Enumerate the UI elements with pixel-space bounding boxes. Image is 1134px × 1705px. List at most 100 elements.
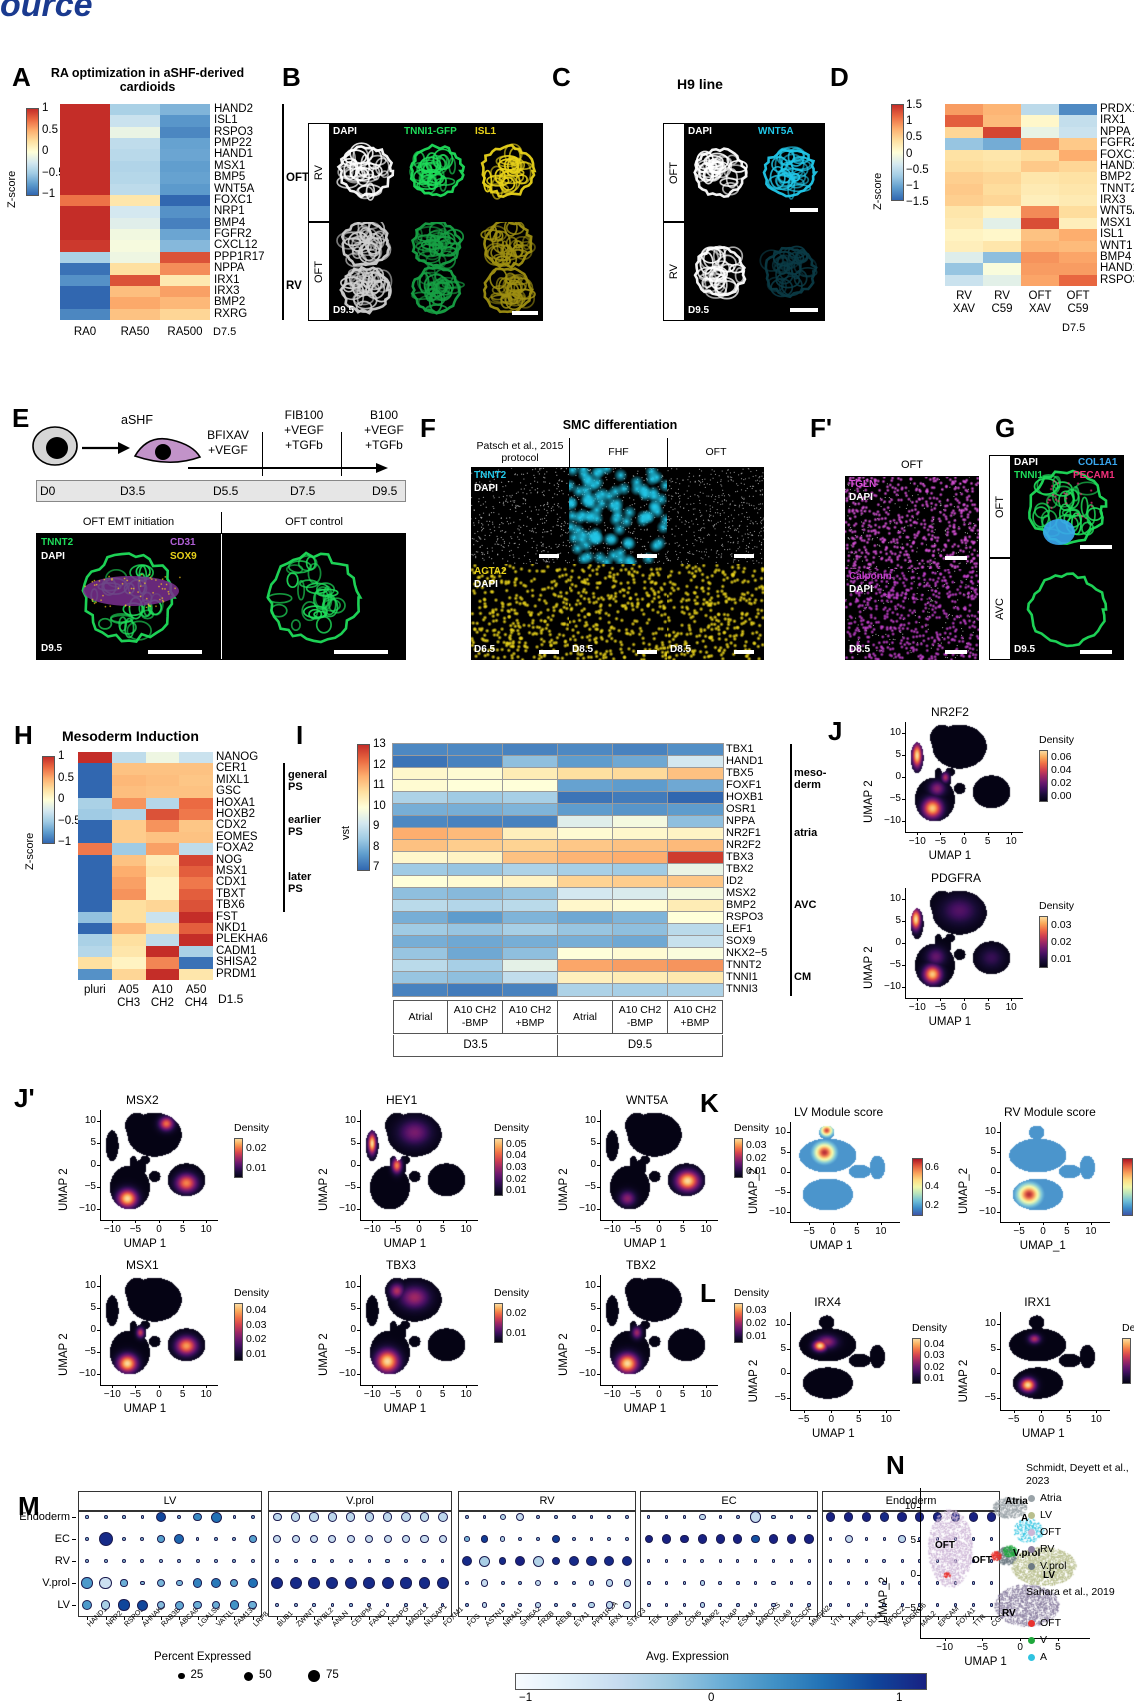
panel-letter-c: C [552,62,571,92]
umap-y-axis-label: UMAP 2 [958,1359,970,1403]
heatmap-cell [1059,149,1097,161]
umap-y-axis-label: UMAP 2 [863,946,875,990]
panel-f-image [667,564,764,660]
heatmap-cell [557,899,614,913]
heatmap-cell [557,827,614,841]
panel-m-dot [697,1534,707,1544]
panel-h-column-line: A50 [185,984,207,996]
heatmap-cell [1059,183,1097,195]
umap-x-tick-label: −10 [363,1389,381,1400]
panel-a-group-brace [282,251,284,320]
umap-x-tick [442,1385,444,1388]
heatmap-cell [612,827,669,841]
umap-legend-title: Density [912,1322,948,1334]
panel-m-dot [847,1581,851,1585]
panel-e-divider-1 [262,432,263,476]
heatmap-cell [945,183,983,195]
heatmap-cell [110,297,160,309]
heatmap-cell [145,900,180,912]
heatmap-cell [145,957,180,969]
panel-m-dot [308,1577,320,1589]
umap-y-tick [97,1308,100,1309]
heatmap-cell [78,774,112,787]
organoid-image [693,245,747,300]
heatmap-cell [667,899,724,913]
panel-d-column-label: RV C59 [983,290,1021,316]
umap-y-tick-label: −10 [339,1368,356,1379]
panel-g-image-avc [1011,558,1124,660]
umap-y-tick [597,1374,600,1375]
panel-m-dot [232,1559,237,1563]
heatmap-cell [145,786,180,798]
umap-y-axis [790,1312,791,1410]
panel-m-dot [328,1535,337,1543]
umap-x-tick [880,1222,882,1225]
heatmap-cell [1059,229,1097,241]
panel-d-column-line: XAV [952,303,976,316]
panel-m-dot [348,1559,353,1563]
heatmap-cell [110,229,160,241]
heatmap-cell [612,935,669,949]
panel-i-column-line: +BMP [515,1017,545,1029]
heatmap-cell [160,115,210,127]
panel-m-gene-tick [720,1617,722,1620]
umap-x-axis-label: UMAP 1 [123,1403,167,1415]
panel-h-gene-label: NANOG [216,751,259,763]
organoid-image [480,143,537,200]
panel-m-gene-tick [332,1617,334,1620]
panel-d-colorbar-tick: −0.5 [906,163,929,176]
umap-y-tick [902,733,905,734]
umap-y-tick [787,1172,790,1173]
umap-y-tick-label: −10 [79,1368,96,1379]
umap-score-legend-tick: 0.2 [925,1200,939,1212]
panel-m-group-frame [78,1511,262,1617]
panel-m-gene-tick [314,1617,315,1620]
umap-legend-tick: 0.01 [746,1330,767,1343]
panel-m-dot [85,1536,90,1542]
umap-y-tick-label: 0 [780,1166,786,1177]
panel-m-dot [771,1559,776,1563]
umap-y-tick [97,1330,100,1331]
panel-m-dot [607,1537,612,1541]
panel-m-dot [882,1602,887,1608]
panel-d-gene-label: IRX3 [1100,194,1126,206]
umap-x-axis-label: UMAP 1 [383,1403,427,1415]
panel-b-scalebar [512,311,538,315]
panel-h-group-brace [283,763,285,798]
panel-i-gene-label: OSR1 [726,803,756,815]
panel-m-dot [461,1555,473,1567]
panel-m-dot [136,1599,148,1611]
panel-i-gene-label: BMP2 [726,899,756,911]
umap-y-tick-label: 0 [90,1324,96,1335]
umap-x-tick-label: 0 [416,1389,422,1400]
panel-h-column-label: A10 CH2 [146,984,180,1010]
panel-i-group-line: atria [794,827,818,839]
organoid-image [762,146,819,200]
heatmap-cell [502,791,559,805]
panel-m-dot [621,1555,633,1567]
heatmap-cell [392,755,449,769]
panel-m-dot [330,1603,335,1607]
heatmap-cell [179,968,213,980]
panel-m-dot [193,1600,202,1610]
panel-m-gene-tick [179,1617,181,1620]
panel-m-dot [85,1515,89,1519]
heatmap-cell [612,887,669,901]
heatmap-cell [502,947,559,961]
panel-i-column-line: A10 CH2 [508,1004,552,1017]
panel-a-gene-label: NRP1 [214,205,245,218]
panel-m-dot [571,1580,576,1586]
heatmap-cell [447,827,504,841]
panel-m-dot [364,1512,374,1522]
panel-a-group-brace [282,104,284,252]
panel-c-image [685,222,755,321]
heatmap-cell [60,308,110,320]
panel-e-timepoint: D9.5 [41,643,63,654]
umap-x-tick-label: 5 [179,1224,186,1235]
panel-a-colorbar-tick: −0.5 [42,166,65,179]
heatmap-cell [945,138,983,150]
heatmap-cell [983,149,1021,161]
panel-a-column-label: RA50 [120,326,150,338]
umap-legend-bar [234,1138,243,1178]
panel-d-gene-label: NPPA [1100,125,1131,138]
